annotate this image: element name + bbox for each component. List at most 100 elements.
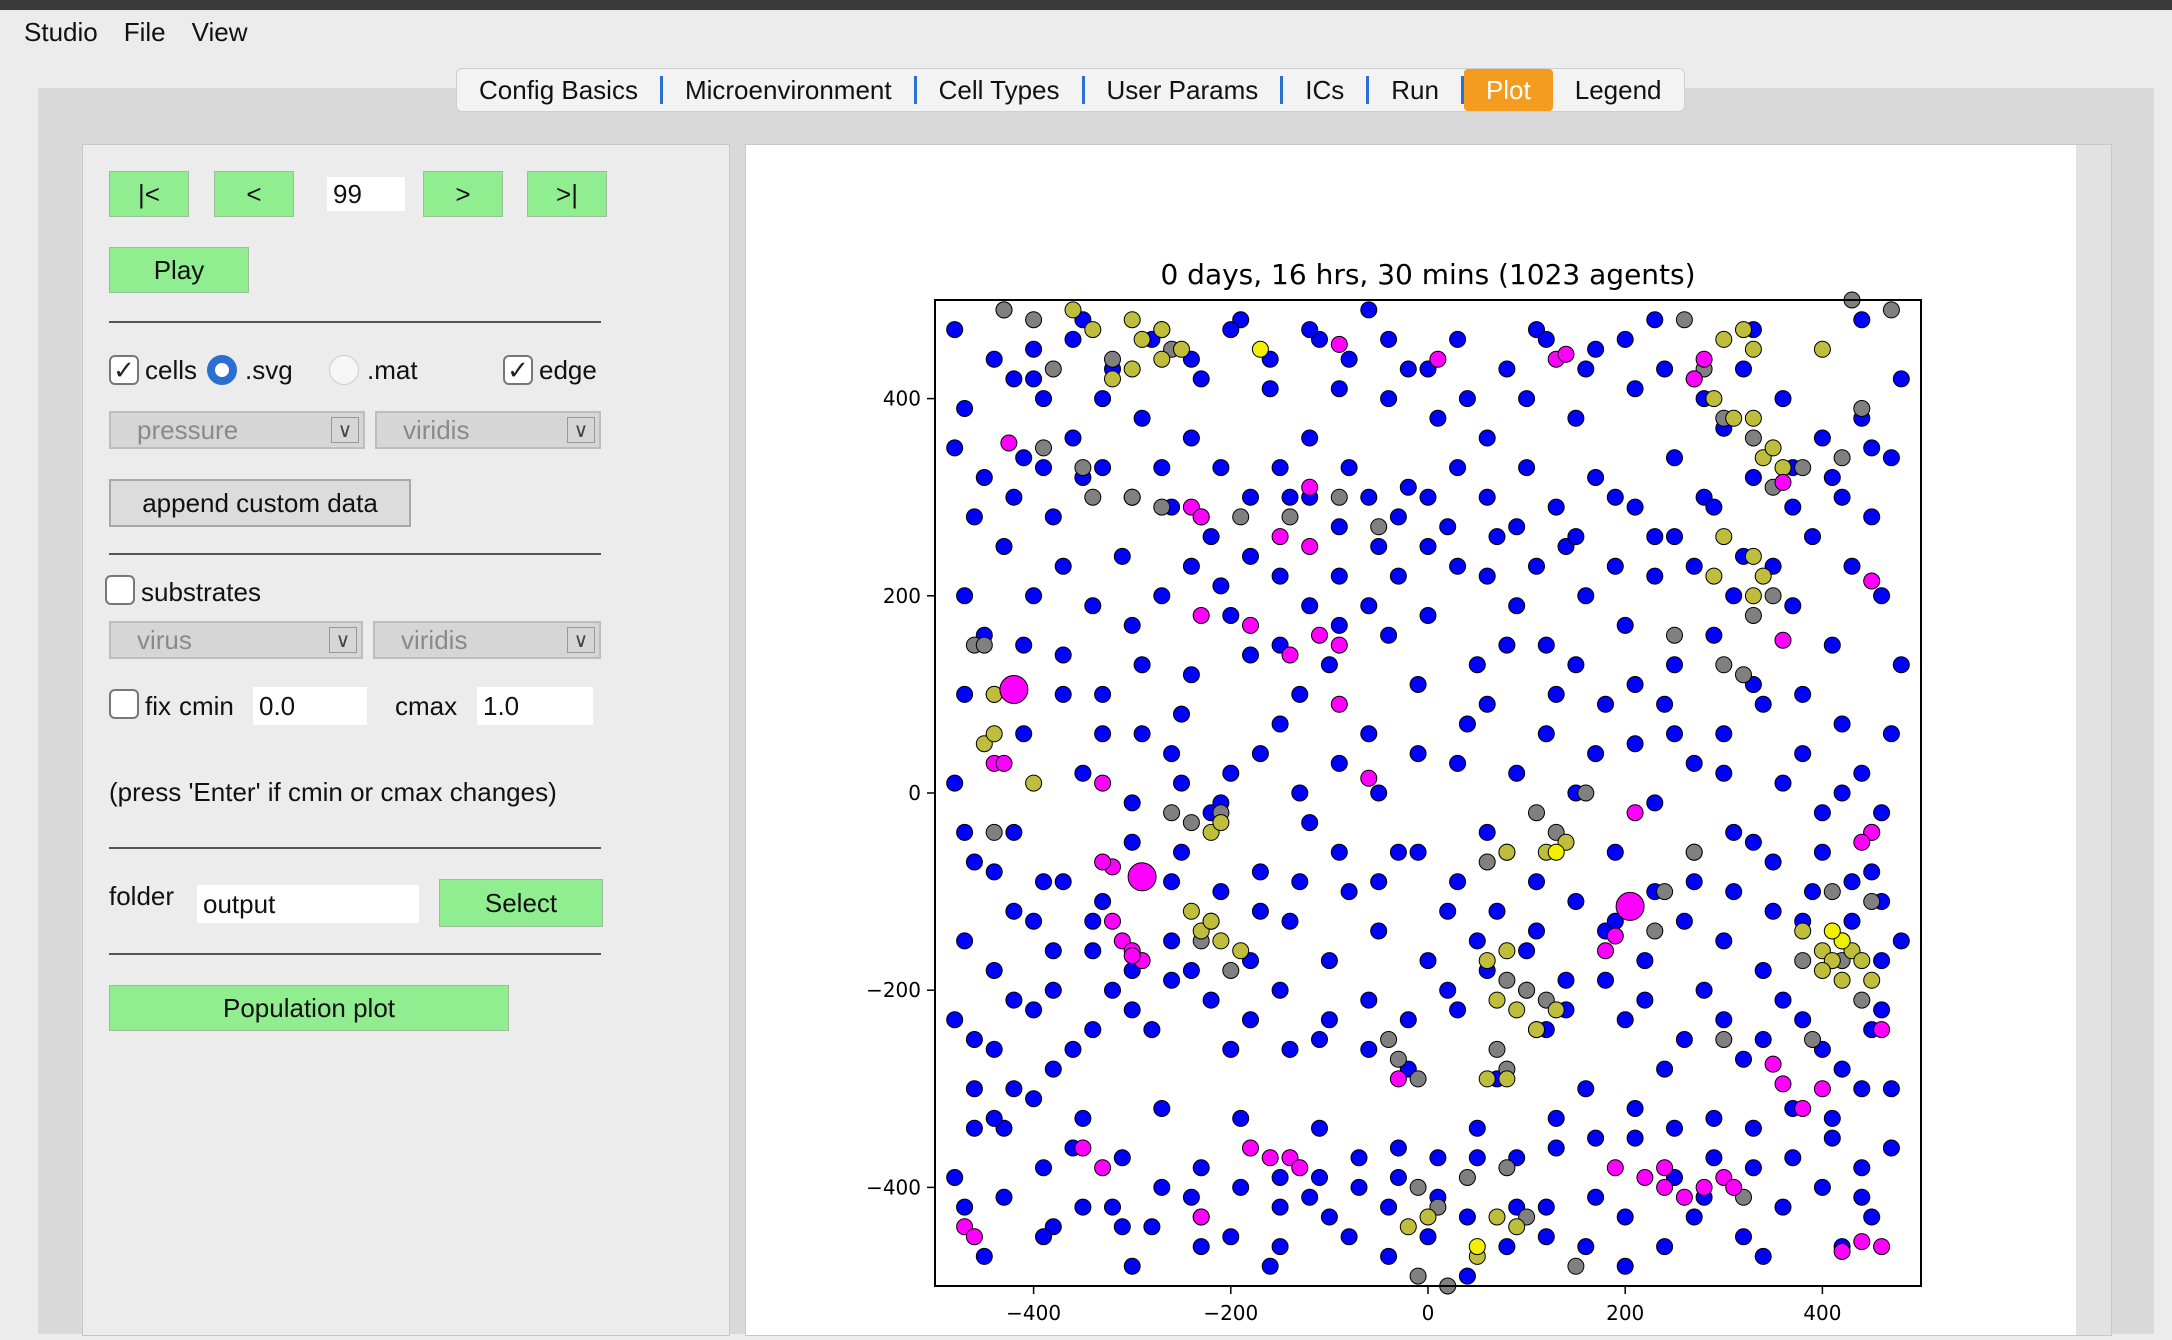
cell-point <box>1005 991 1023 1009</box>
append-custom-data-button[interactable]: append custom data <box>109 479 411 527</box>
cell-point <box>1005 823 1023 841</box>
cell-point <box>1074 1109 1092 1127</box>
cell-point <box>1449 1001 1467 1019</box>
cell-point <box>1853 1080 1871 1098</box>
menu-view[interactable]: View <box>191 16 248 47</box>
cmax-input[interactable]: 1.0 <box>477 687 593 725</box>
svg-radio[interactable] <box>207 355 237 385</box>
cell-point <box>1843 557 1861 575</box>
folder-input[interactable]: output <box>197 885 419 923</box>
cell-point <box>1360 301 1378 319</box>
cell-point <box>1251 902 1269 920</box>
x-tick-label: 400 <box>1803 1301 1841 1325</box>
select-folder-button[interactable]: Select <box>439 879 603 927</box>
divider <box>109 321 601 323</box>
cell-point <box>1360 1040 1378 1058</box>
cell-point <box>1735 360 1752 378</box>
prev-frame-button[interactable]: < <box>214 171 294 217</box>
cell-point <box>1301 1188 1319 1206</box>
cell-point <box>965 1119 983 1137</box>
cell-point <box>1705 567 1723 585</box>
population-plot-button[interactable]: Population plot <box>109 985 509 1031</box>
cell-point <box>1389 1070 1407 1088</box>
cell-point <box>1794 952 1812 970</box>
cell-point <box>1488 1208 1506 1226</box>
edge-checkbox[interactable]: ✓ <box>503 355 533 385</box>
cell-point <box>1044 942 1062 960</box>
cell-point <box>1330 616 1348 634</box>
cell-point <box>1705 626 1723 644</box>
cell-point <box>1587 745 1605 763</box>
next-frame-button[interactable]: > <box>423 171 503 217</box>
cell-point <box>1360 488 1378 506</box>
cell-markers <box>946 291 1910 1295</box>
tab-run[interactable]: Run <box>1391 74 1439 105</box>
cell-point <box>1163 745 1181 763</box>
cell-point <box>1873 1001 1891 1019</box>
substrate-combo[interactable]: virus ∨ <box>109 621 363 659</box>
cell-scalar-combo[interactable]: pressure ∨ <box>109 411 365 449</box>
cell-point <box>985 962 1003 979</box>
cell-point <box>1409 843 1427 861</box>
cell-cmap-combo[interactable]: viridis ∨ <box>375 411 601 449</box>
cell-point <box>1774 774 1792 792</box>
play-button[interactable]: Play <box>109 247 249 293</box>
substrate-cmap-combo[interactable]: viridis ∨ <box>373 621 601 659</box>
cell-point <box>1094 893 1112 910</box>
cell-point <box>1725 883 1743 901</box>
tab-ics[interactable]: ICs <box>1305 74 1345 105</box>
tab-plot[interactable]: Plot <box>1463 69 1553 111</box>
cell-point <box>1044 1060 1062 1078</box>
cell-point <box>1567 409 1585 427</box>
cells-checkbox[interactable]: ✓ <box>109 355 139 385</box>
cell-point <box>1892 370 1910 388</box>
tab-cell-types[interactable]: Cell Types <box>938 74 1060 105</box>
cell-point <box>1104 981 1121 999</box>
cell-point <box>1853 1233 1871 1251</box>
cell-point <box>1488 991 1506 1009</box>
cell-point <box>1281 1040 1299 1058</box>
tab-microenvironment[interactable]: Microenvironment <box>684 74 892 105</box>
last-frame-button[interactable]: >| <box>527 171 607 217</box>
cell-point <box>1330 380 1348 398</box>
cell-point <box>1389 508 1407 526</box>
tab-user-params[interactable]: User Params <box>1106 74 1259 105</box>
cell-point <box>1439 518 1457 536</box>
axes: −400 −200 0 200 400 400 200 0 −200 −400 <box>866 387 1841 1325</box>
first-frame-button[interactable]: |< <box>109 171 189 217</box>
cell-point <box>1754 1031 1772 1048</box>
tab-legend[interactable]: Legend <box>1574 74 1662 105</box>
cell-point <box>1863 893 1881 910</box>
y-tick-label: 400 <box>883 387 921 411</box>
fix-checkbox[interactable] <box>109 689 139 719</box>
cell-point <box>985 1109 1003 1127</box>
divider <box>109 553 601 555</box>
cell-point <box>1873 1021 1891 1039</box>
cell-point <box>1015 449 1033 467</box>
cell-point <box>1646 922 1664 940</box>
cell-point <box>1064 301 1082 319</box>
cmin-input[interactable]: 0.0 <box>253 687 367 725</box>
cell-point <box>1774 390 1792 408</box>
substrates-checkbox[interactable] <box>105 575 135 605</box>
cell-point <box>1498 636 1516 654</box>
cell-point <box>1774 631 1792 649</box>
cell-point <box>1656 1238 1674 1256</box>
cell-point <box>1330 843 1348 861</box>
cell-point <box>1340 459 1358 477</box>
cell-point <box>1370 518 1388 536</box>
cell-point <box>1656 1159 1674 1177</box>
cell-point <box>1074 1198 1092 1216</box>
mat-radio[interactable] <box>329 355 359 385</box>
cell-point <box>1725 1178 1743 1196</box>
menu-file[interactable]: File <box>123 16 166 47</box>
tab-config-basics[interactable]: Config Basics <box>479 74 638 105</box>
frame-input[interactable]: 99 <box>327 177 405 211</box>
cell-point <box>1380 626 1398 644</box>
menu-studio[interactable]: Studio <box>24 16 98 47</box>
cell-point <box>1616 1257 1634 1275</box>
cell-point <box>1557 971 1575 989</box>
cell-point <box>1537 636 1555 654</box>
cell-point <box>1000 434 1018 452</box>
cell-point <box>1754 1247 1772 1265</box>
